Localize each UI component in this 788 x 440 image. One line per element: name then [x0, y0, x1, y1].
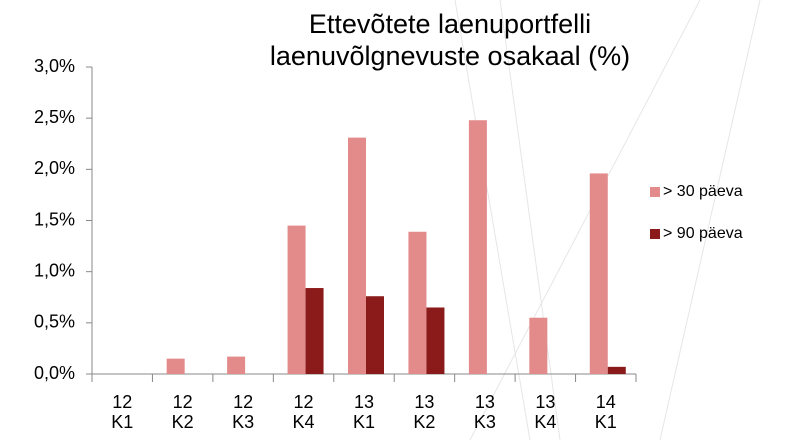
- bar: [348, 137, 366, 374]
- bar: [589, 173, 608, 374]
- y-tick-label: 2,0%: [34, 158, 75, 178]
- x-tick-label: 13 K3: [473, 392, 496, 432]
- bar: [426, 307, 445, 374]
- y-tick-label: 0,5%: [34, 312, 75, 332]
- decor-line: [499, 0, 561, 440]
- x-tick-label: 12 K4: [292, 392, 315, 432]
- y-tick-label: 2,5%: [34, 107, 75, 127]
- y-tick-label: 1,5%: [34, 209, 75, 229]
- legend-swatch: [650, 229, 660, 239]
- x-tick-label: 12 K1: [111, 392, 134, 432]
- legend-label: > 30 päeva: [663, 183, 743, 200]
- bar: [408, 231, 427, 374]
- bar: [366, 296, 384, 374]
- y-tick-label: 0,0%: [34, 363, 75, 383]
- x-tick-label: 12 K2: [171, 392, 194, 432]
- decor-line: [659, 0, 761, 440]
- decor-line: [469, 0, 701, 440]
- bar: [468, 120, 487, 374]
- bar: [287, 225, 306, 374]
- x-tick-label: 12 K3: [232, 392, 255, 432]
- x-tick-label: 13 K2: [413, 392, 436, 432]
- x-tick-label: 14 K1: [594, 392, 617, 432]
- bar: [227, 356, 246, 374]
- x-tick-label: 13 K1: [352, 392, 376, 432]
- background-decoration: [454, 0, 761, 440]
- bar: [529, 317, 548, 374]
- bar: [607, 366, 626, 374]
- decor-line: [454, 0, 531, 440]
- bar: [166, 358, 185, 374]
- legend-label: > 90 päeva: [663, 225, 743, 242]
- y-tick-label: 3,0%: [34, 56, 75, 76]
- x-tick-label: 13 K4: [534, 392, 557, 432]
- bar: [305, 288, 324, 374]
- legend-swatch: [650, 187, 660, 197]
- y-tick-label: 1,0%: [34, 260, 75, 280]
- chart-title: Ettevõtete laenuportfelli laenuvõlgnevus…: [269, 9, 631, 71]
